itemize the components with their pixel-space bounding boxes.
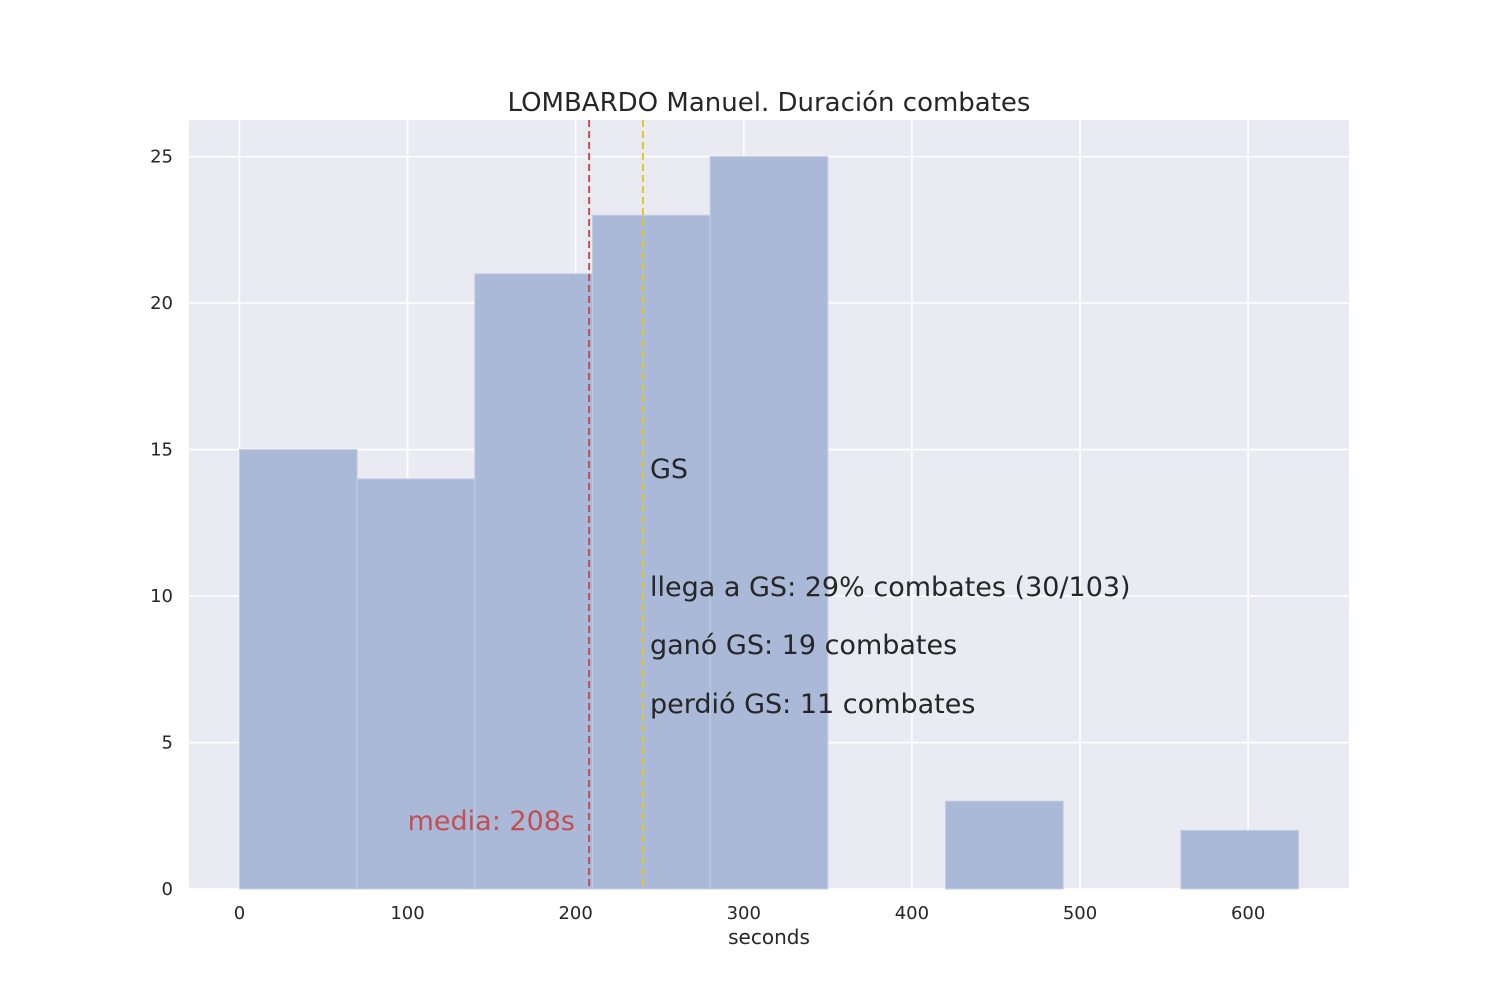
x-tick-label: 500 <box>1063 903 1097 924</box>
y-axis-ticks: 0 5 10 15 20 25 <box>150 147 173 900</box>
x-axis-label: seconds <box>728 925 810 949</box>
histogram-bar <box>709 156 829 890</box>
annotation-reaches-gs: llega a GS: 29% combates (30/103) <box>650 572 1131 603</box>
y-tick-label: 10 <box>150 586 173 607</box>
annotation-lost-gs: perdió GS: 11 combates <box>650 689 975 720</box>
histogram-bars <box>238 156 1300 890</box>
gs-label: GS <box>650 454 688 485</box>
reference-lines <box>588 120 644 889</box>
chart-title: LOMBARDO Manuel. Duración combates <box>508 88 1031 118</box>
histogram-bar <box>356 478 476 890</box>
histogram-bar <box>474 273 593 890</box>
histogram-bar <box>945 800 1064 890</box>
y-tick-label: 25 <box>150 147 173 168</box>
annotation-won-gs: ganó GS: 19 combates <box>650 630 957 661</box>
x-tick-label: 200 <box>558 903 592 924</box>
y-tick-label: 20 <box>150 293 173 314</box>
y-tick-label: 5 <box>162 733 173 754</box>
mean-label: media: 208s <box>408 806 575 837</box>
x-tick-label: 100 <box>390 903 424 924</box>
histogram-bar <box>1180 829 1300 890</box>
y-tick-label: 0 <box>162 879 173 900</box>
x-tick-label: 400 <box>895 903 929 924</box>
y-tick-label: 15 <box>150 440 173 461</box>
histogram-bar <box>591 214 711 890</box>
x-tick-label: 0 <box>234 903 245 924</box>
x-tick-label: 600 <box>1231 903 1265 924</box>
x-axis-ticks: 0 100 200 300 400 500 600 <box>234 903 1266 924</box>
histogram-bar <box>238 449 358 890</box>
x-tick-label: 300 <box>727 903 761 924</box>
